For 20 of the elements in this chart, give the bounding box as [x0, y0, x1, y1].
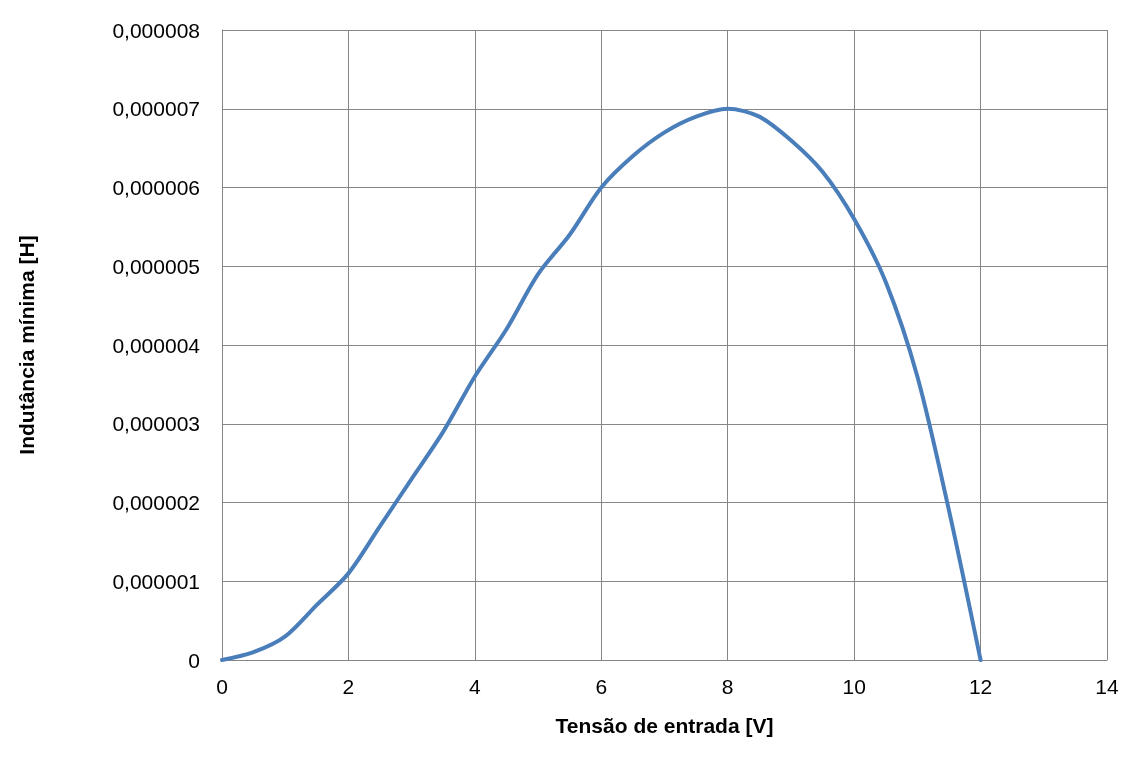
y-tick-label: 0,000003: [112, 412, 200, 436]
y-tick-label: 0,000006: [112, 176, 200, 199]
x-tick-label: 6: [595, 675, 608, 698]
y-tick-label: 0,000008: [112, 18, 200, 42]
x-tick-label: 4: [469, 675, 482, 698]
x-axis-title: Tensão de entrada [V]: [555, 714, 774, 737]
y-tick-label: 0,000002: [112, 491, 200, 514]
x-tick-label: 12: [968, 675, 993, 698]
y-tick-label: 0,000001: [112, 569, 200, 593]
line-series: [220, 106, 983, 662]
x-tick-label: 0: [216, 675, 228, 698]
y-tick-label: 0,000007: [112, 97, 200, 121]
y-tick-label: 0,000004: [112, 333, 201, 357]
x-tick-label: 14: [1095, 675, 1119, 698]
x-tick-label: 2: [342, 675, 355, 698]
y-tick-label: 0,000005: [112, 254, 200, 278]
y-tick-label: 0: [188, 648, 200, 672]
x-tick-label: 10: [842, 675, 866, 698]
y-axis-title: Indutância mínima [H]: [15, 235, 38, 455]
x-tick-label: 8: [721, 675, 734, 698]
